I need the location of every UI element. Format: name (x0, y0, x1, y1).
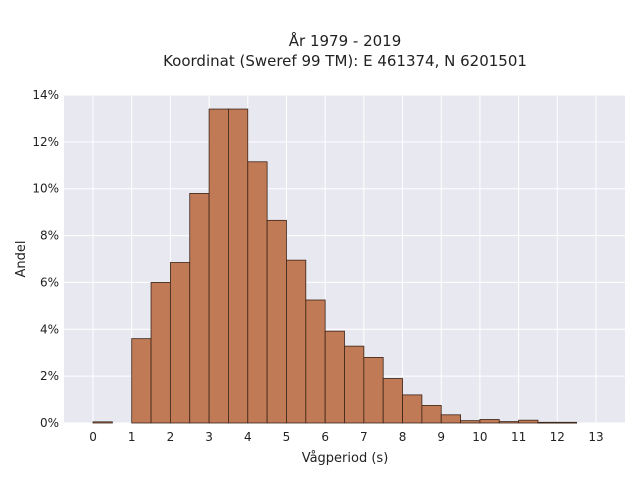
y-tick-label: 14% (32, 88, 59, 102)
y-tick-label: 2% (40, 369, 59, 383)
histogram-bar (189, 192, 210, 424)
chart-title: År 1979 - 2019 (289, 31, 402, 50)
x-tick-label: 4 (244, 430, 252, 444)
x-tick-label: 10 (472, 430, 487, 444)
y-tick-label: 8% (40, 229, 59, 243)
histogram-bar (344, 345, 365, 424)
x-axis-label: Vågperiod (s) (302, 451, 389, 466)
x-tick-label: 12 (550, 430, 565, 444)
y-tick-label: 12% (32, 135, 59, 149)
histogram-bar (518, 419, 539, 424)
histogram-bar (324, 330, 345, 424)
histogram-bar (440, 414, 461, 424)
histogram-bar (247, 161, 268, 424)
chart-subtitle: Koordinat (Sweref 99 TM): E 461374, N 62… (163, 52, 527, 70)
y-tick-label: 6% (40, 275, 59, 289)
x-tick-label: 5 (283, 430, 291, 444)
histogram-bar (305, 299, 326, 424)
histogram-bar (286, 259, 307, 424)
histogram-bar (131, 338, 152, 424)
histogram-bar (479, 419, 500, 424)
x-tick-label: 13 (588, 430, 603, 444)
y-tick-label: 0% (40, 416, 59, 430)
histogram-bar (208, 108, 229, 424)
histogram-bar (150, 282, 171, 424)
x-tick-label: 3 (205, 430, 213, 444)
histogram-bar (228, 108, 249, 424)
x-tick-label: 6 (321, 430, 329, 444)
x-tick-label: 0 (89, 430, 97, 444)
histogram-bar (169, 262, 191, 424)
x-tick-label: 7 (360, 430, 368, 444)
y-axis-label: Andel (14, 241, 29, 278)
histogram-bar (92, 421, 113, 424)
histogram-bar (460, 420, 481, 424)
histogram-bar (537, 421, 558, 424)
histogram-bar (556, 421, 578, 424)
histogram-bar (498, 421, 520, 424)
y-tick-label: 4% (40, 322, 59, 336)
tick-labels: 0 1 2 3 4 5 6 7 8 9 10 11 12 130%2%4%6%8%10%12%14% (32, 88, 603, 444)
x-tick-label: 2 (167, 430, 175, 444)
y-tick-label: 10% (32, 182, 59, 196)
bars (92, 108, 578, 424)
histogram-bar (266, 219, 287, 424)
x-tick-label: 9 (437, 430, 445, 444)
x-tick-label: 11 (511, 430, 526, 444)
x-tick-label: 1 (128, 430, 136, 444)
histogram-bar (382, 378, 403, 424)
histogram-bar (363, 356, 384, 424)
x-tick-label: 8 (399, 430, 407, 444)
histogram-bar (402, 394, 423, 424)
histogram-bar (421, 405, 442, 424)
